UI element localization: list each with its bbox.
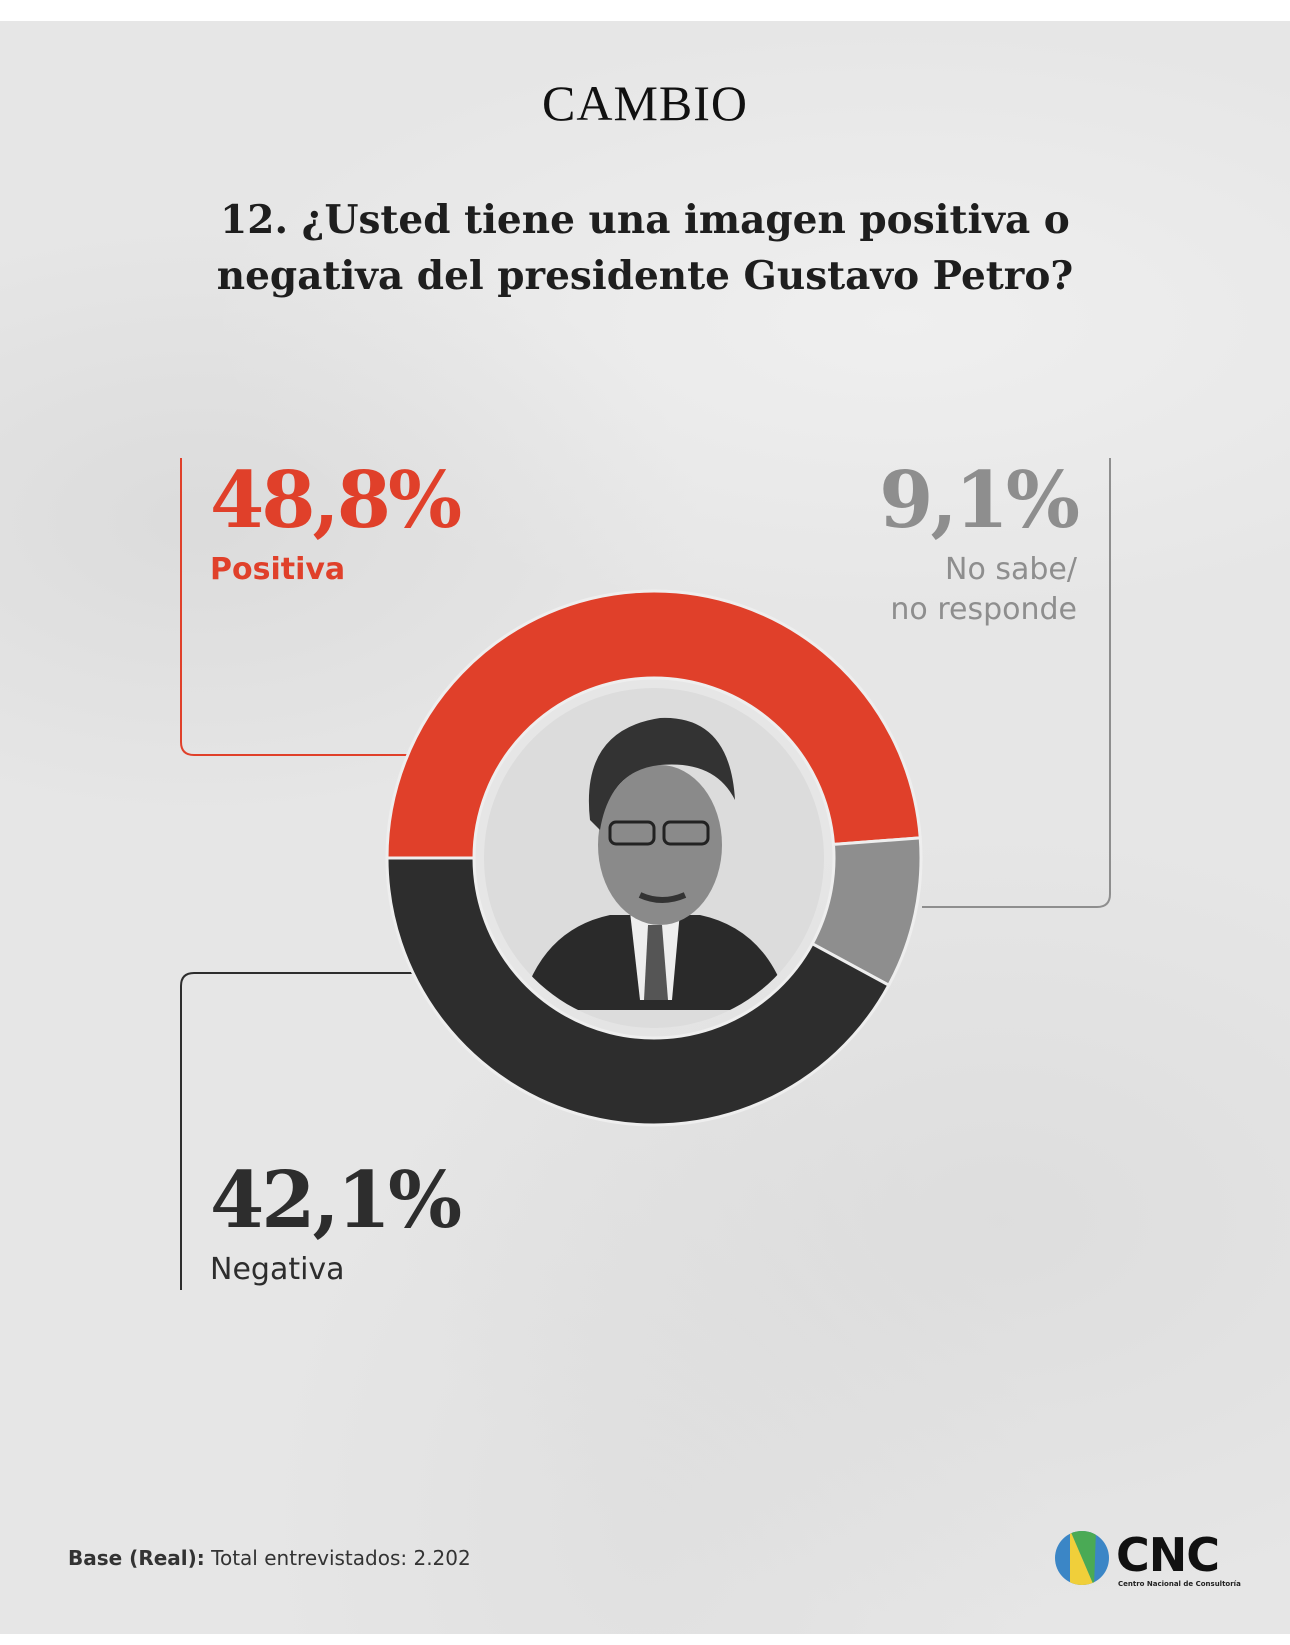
label-no-sabe-line-1: No sabe/ [945, 552, 1077, 587]
label-positiva: Positiva [210, 552, 346, 587]
connector-positiva [180, 458, 410, 756]
label-no-sabe-line-2: no responde [890, 592, 1077, 627]
portrait-photo [520, 717, 790, 1010]
cnc-logo-mark [1055, 1531, 1109, 1585]
value-positiva: 48,8% [210, 455, 462, 546]
question-line-1: 12. ¿Usted tiene una imagen positiva o [220, 197, 1070, 243]
cnc-logo: CNC Centro Nacional de Consultoría [1054, 1528, 1241, 1591]
footer-base: Base (Real): Total entrevistados: 2.202 [68, 1546, 471, 1570]
brand-logo: CAMBIO [541, 75, 749, 131]
connector-negativa [180, 972, 415, 1290]
question-title: 12. ¿Usted tiene una imagen positiva o n… [0, 192, 1290, 304]
label-no-sabe: No sabe/ no responde [890, 550, 1077, 630]
donut-slice-negativa [385, 856, 891, 1127]
connector-no-sabe [922, 458, 1111, 908]
cnc-logo-text: CNC [1116, 1528, 1220, 1582]
value-negativa: 42,1% [210, 1155, 462, 1246]
donut-slice-positiva [385, 589, 922, 860]
base-label: Base (Real): [68, 1546, 205, 1570]
base-text: Total entrevistados: 2.202 [211, 1546, 471, 1570]
question-line-2: negativa del presidente Gustavo Petro? [216, 253, 1074, 299]
cnc-logo-subtitle: Centro Nacional de Consultoría [1118, 1580, 1241, 1588]
value-no-sabe: 9,1% [879, 455, 1080, 546]
label-negativa: Negativa [210, 1252, 345, 1287]
